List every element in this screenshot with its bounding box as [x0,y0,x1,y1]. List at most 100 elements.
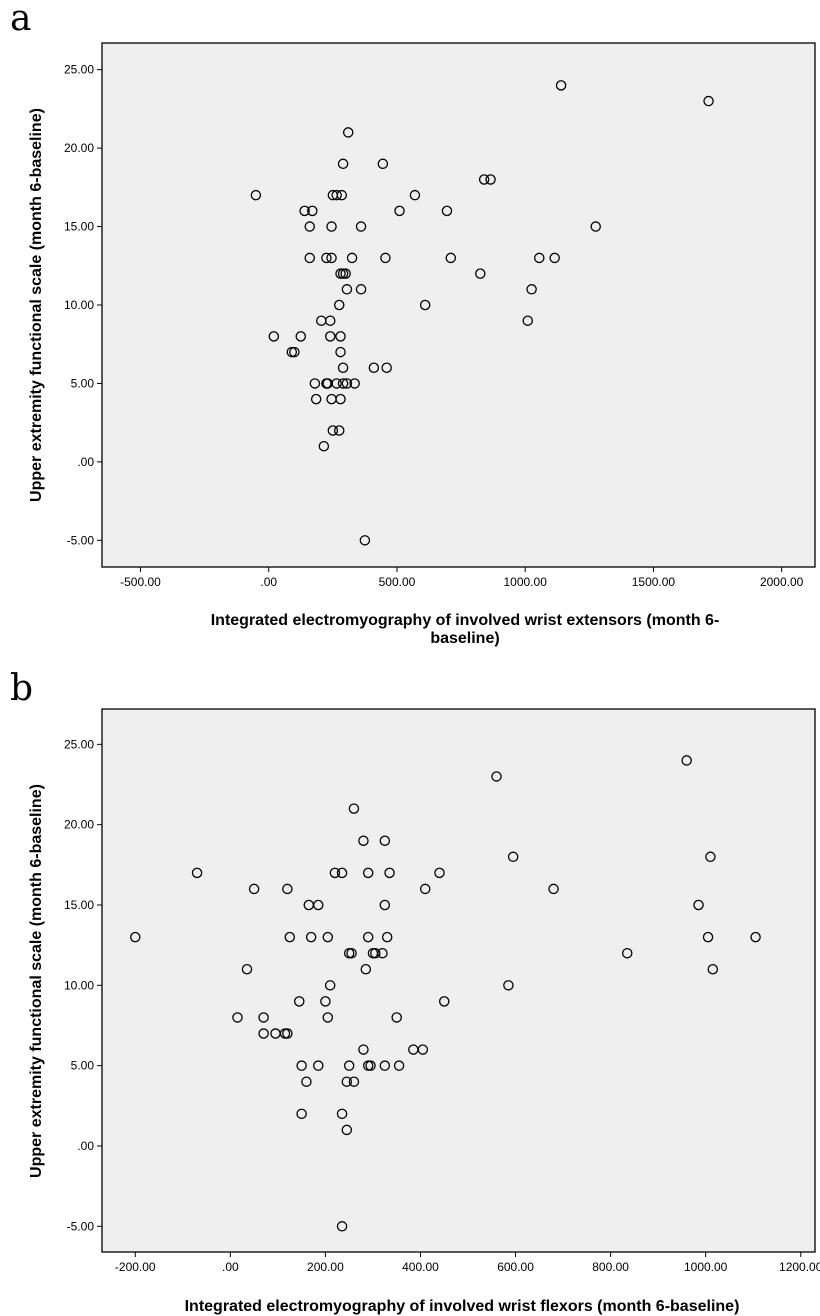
y-tick-label-b: 10.00 [64,978,94,992]
data-point-a [304,221,315,232]
data-point-b [393,1060,405,1071]
data-point-b [241,964,253,975]
x-tick-label-b: 200.00 [307,1260,344,1274]
data-point-b [329,867,341,879]
x-tick-label-b: 400.00 [402,1260,439,1274]
data-point-b [384,867,395,879]
data-point-a [522,315,533,326]
x-axis-title-a-line2: baseline) [430,630,499,647]
data-point-b [324,980,336,991]
plot-area-b [101,708,816,1253]
data-point-a [295,331,307,342]
data-point-b [348,803,360,814]
y-tick-label-a: 25.00 [64,63,94,77]
data-point-a [590,221,601,232]
data-point-b [365,1060,376,1071]
x-tick-label-a: 500.00 [379,575,416,589]
data-point-a [394,205,405,217]
x-tick-label-a: -500.00 [120,575,161,589]
y-tick-label-b: 20.00 [64,818,94,832]
data-point-b [750,931,761,943]
data-point-b [294,996,305,1007]
axis-ticks-b [97,743,802,1257]
data-point-a [309,378,321,389]
x-tick-label-b: 1200.00 [779,1260,820,1274]
data-point-b [379,1060,391,1071]
data-point-b [348,1076,360,1087]
y-tick-label-a: 5.00 [71,376,95,390]
y-tick-label-a: 20.00 [64,141,94,155]
panel-label-b: b [10,668,33,709]
data-point-b [346,947,357,959]
x-tick-label-b: -200.00 [115,1260,156,1274]
data-point-b [377,947,388,959]
data-point-a [318,440,330,452]
data-point-a [381,362,392,374]
data-point-a [534,252,545,264]
data-point-b [438,996,450,1007]
data-point-b [693,899,704,911]
data-point-b [296,1108,307,1120]
data-point-a [380,252,391,264]
data-point-a [342,127,354,138]
data-point-b [705,851,716,863]
data-point-b [370,947,381,959]
data-point-a [355,284,367,295]
data-point-a [346,252,358,264]
data-point-b [336,1221,348,1232]
data-point-a [333,299,345,311]
y-tick-label-a: 15.00 [64,220,94,234]
y-axis-title-b: Upper extremity functional scale (month … [28,784,45,1178]
data-point-a [359,535,371,546]
data-point-b [282,883,293,895]
data-point-b [320,996,331,1007]
x-axis-title-b: Integrated electromyography of involved … [185,1298,740,1315]
data-point-b [305,931,317,943]
data-point-a [409,189,421,201]
y-tick-label-b: 15.00 [64,898,94,912]
x-tick-label-a: 2000.00 [760,575,804,589]
data-point-a [349,378,360,389]
data-point-b [313,1060,324,1071]
data-point-a [331,378,342,389]
data-point-b [336,867,348,879]
x-axis-title-a-line1: Integrated electromyography of involved … [211,612,720,629]
data-point-a [331,189,342,201]
data-point-b [362,867,374,879]
y-tick-label-a: -5.00 [67,533,95,547]
data-point-a [333,425,345,436]
data-point-a [326,221,337,232]
data-point-a [441,205,453,217]
plot-area-a [101,42,816,568]
data-point-a [268,331,280,342]
data-point-a [368,362,380,374]
data-point-a [336,189,348,201]
panel-label-a: a [10,0,31,39]
data-point-b [621,947,633,959]
data-point-a [337,378,349,389]
y-tick-label-a: .00 [77,455,94,469]
x-tick-label-a: 1000.00 [503,575,547,589]
tick-labels-b: -200.00 .00 200.00 400.00 600.00 800.00 1000.0… [64,737,820,1274]
data-point-b [417,1044,429,1055]
data-point-b [322,931,334,943]
data-point-b [341,1076,353,1087]
data-point-a [335,331,346,342]
data-point-a [526,284,537,295]
data-point-b [507,851,519,863]
data-points-b [130,755,761,1232]
y-tick-label-b: -5.00 [67,1219,95,1233]
data-point-a [325,331,336,342]
data-point-b [358,835,369,846]
data-point-a [703,95,714,107]
data-point-a [327,425,339,436]
data-point-b [313,899,324,911]
y-axis-title-a: Upper extremity functional scale (month … [28,108,45,502]
data-point-a [335,268,346,279]
x-tick-label-b: .00 [222,1260,239,1274]
data-point-b [491,771,502,782]
axis-ticks-a [97,69,783,572]
data-point-a [335,393,346,405]
data-point-b [296,1060,307,1071]
data-point-a [485,174,496,185]
